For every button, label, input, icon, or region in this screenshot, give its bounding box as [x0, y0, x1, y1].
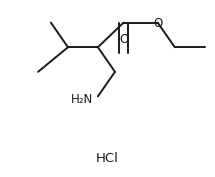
- Text: H₂N: H₂N: [71, 93, 93, 105]
- Text: HCl: HCl: [96, 152, 119, 165]
- Text: O: O: [119, 33, 128, 46]
- Text: O: O: [153, 17, 162, 30]
